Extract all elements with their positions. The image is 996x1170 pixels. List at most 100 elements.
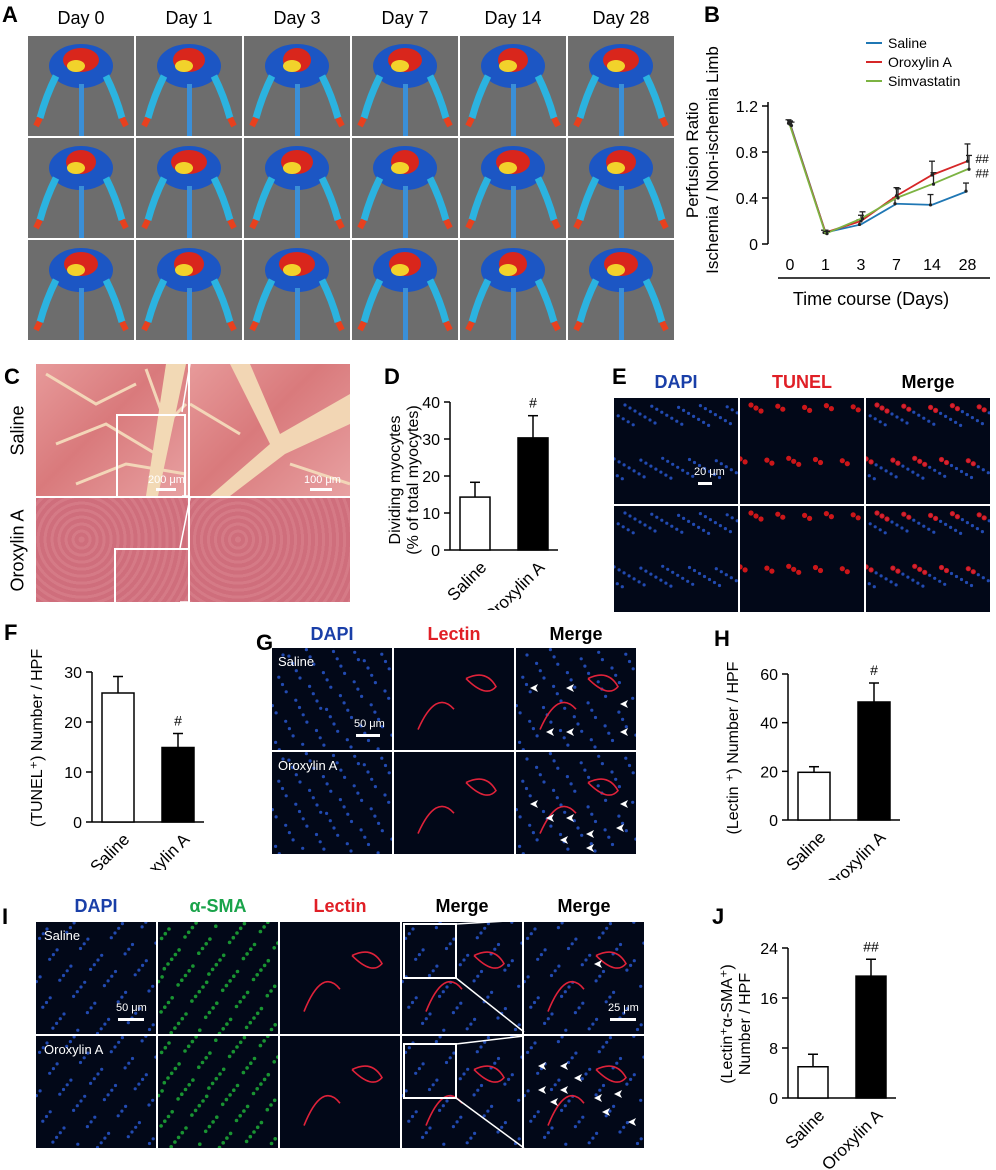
b-point bbox=[860, 217, 865, 221]
fluorescence-image bbox=[740, 398, 864, 504]
i-scale-text-2: 25 μm bbox=[608, 1002, 639, 1014]
perfusion-image bbox=[244, 138, 350, 238]
perfusion-image bbox=[28, 138, 134, 238]
arrowhead bbox=[614, 1090, 622, 1098]
arrowhead bbox=[620, 728, 628, 736]
ytick: 0 bbox=[769, 813, 778, 830]
ytick: 10 bbox=[422, 506, 440, 523]
perfusion-image bbox=[460, 240, 566, 340]
sig-mark: # bbox=[870, 662, 878, 678]
panel-h-label: H bbox=[714, 626, 730, 651]
panel-c-row-saline: Saline bbox=[7, 405, 28, 456]
fluorescence-image bbox=[740, 506, 864, 612]
ytick: 0 bbox=[769, 1091, 778, 1108]
panel-b-legend: Saline Oroxylin A Simvastatin bbox=[866, 35, 960, 89]
arrowhead bbox=[616, 824, 624, 832]
perfusion-image bbox=[244, 36, 350, 136]
i-col-1: α-SMA bbox=[189, 896, 247, 916]
arrowhead bbox=[602, 1108, 610, 1116]
e-scale-text: 20 μm bbox=[694, 466, 725, 478]
arrowhead bbox=[586, 830, 594, 838]
bar-saline bbox=[459, 496, 491, 551]
panel-h-chart: (Lectin ⁺) Number / HPF 0 20 40 60 SalineOro… bbox=[725, 661, 900, 880]
g-row-1: Oroxylin A bbox=[278, 758, 338, 773]
fluorescence-image bbox=[524, 922, 644, 1034]
fluorescence-image bbox=[158, 1036, 278, 1148]
ytick: 40 bbox=[422, 395, 440, 412]
arrowhead bbox=[560, 1062, 568, 1070]
perfusion-image bbox=[28, 36, 134, 136]
arrowhead bbox=[594, 1094, 602, 1102]
bar-saline bbox=[797, 1066, 829, 1099]
ytick: 16 bbox=[760, 991, 778, 1008]
b-ytick: 1.2 bbox=[736, 99, 758, 116]
bar-oroxylin-a bbox=[857, 701, 891, 821]
g-col-1: Lectin bbox=[427, 624, 481, 644]
fluorescence-image bbox=[614, 398, 738, 504]
g-row-0: Saline bbox=[278, 654, 315, 669]
sig-mark: ## bbox=[863, 938, 879, 954]
e-row-0: Saline bbox=[588, 426, 609, 477]
panel-d-chart: Dividing myocytes (% of total myocytes) … bbox=[387, 395, 558, 610]
series-line-2 bbox=[789, 125, 968, 235]
he-zoom-lines bbox=[179, 364, 191, 603]
fluorescence-image bbox=[402, 1036, 522, 1148]
i-row-1: Oroxylin A bbox=[44, 1042, 104, 1057]
e-col-2: Merge bbox=[901, 372, 955, 392]
fluorescence-image bbox=[272, 648, 392, 750]
b-point bbox=[928, 203, 933, 207]
arrowhead bbox=[530, 684, 538, 692]
day-header-5: Day 28 bbox=[592, 8, 650, 28]
arrowhead bbox=[560, 836, 568, 844]
arrowhead bbox=[628, 1118, 636, 1126]
xtick: Saline bbox=[782, 828, 829, 875]
perfusion-image bbox=[136, 36, 242, 136]
arrowhead bbox=[566, 728, 574, 736]
he-scale-200: 200 μm bbox=[148, 474, 185, 486]
arrowhead bbox=[620, 800, 628, 808]
perfusion-image bbox=[136, 138, 242, 238]
i-scale-bar-1 bbox=[118, 1018, 144, 1021]
fluorescence-image bbox=[866, 398, 990, 504]
i-col-0: DAPI bbox=[74, 896, 118, 916]
panel-f-ylabel: (TUNEL⁺) Number / HPF bbox=[29, 649, 46, 827]
bar-oroxylin-a bbox=[855, 975, 887, 1099]
perfusion-image bbox=[244, 240, 350, 340]
arrowhead bbox=[546, 728, 554, 736]
bar-oroxylin-a bbox=[517, 437, 549, 551]
fluorescence-image bbox=[866, 506, 990, 612]
b-ytick: 0.4 bbox=[736, 191, 758, 208]
panel-d-label: D bbox=[384, 364, 400, 389]
perfusion-image bbox=[352, 36, 458, 136]
panel-c-row-oroxylin: Oroxylin A bbox=[7, 509, 28, 592]
g-col-2: Merge bbox=[549, 624, 603, 644]
e-col-1: TUNEL bbox=[772, 372, 832, 392]
row-divider bbox=[28, 238, 674, 240]
panel-b-ylabel-1: Perfusion Ratio bbox=[683, 102, 702, 218]
perfusion-image bbox=[568, 36, 674, 136]
arrowhead bbox=[538, 1062, 546, 1070]
arrowhead bbox=[594, 960, 602, 968]
panel-g-label: G bbox=[256, 630, 274, 655]
panel-b-chart: Saline Oroxylin A Simvastatin 0 0.4 0.8 1.2… bbox=[683, 35, 990, 309]
ytick: 24 bbox=[760, 941, 778, 958]
day-header-1: Day 1 bbox=[165, 8, 213, 28]
fluorescence-image bbox=[394, 648, 514, 750]
ytick: 20 bbox=[64, 715, 82, 732]
arrowhead bbox=[574, 1074, 582, 1082]
arrowhead bbox=[538, 1086, 546, 1094]
b-xtick: 28 bbox=[959, 257, 977, 274]
panel-b-label: B bbox=[704, 2, 720, 27]
he-scale-100: 100 μm bbox=[304, 474, 341, 486]
he-image-saline-high: 100 μm bbox=[190, 364, 350, 496]
panel-c-label: C bbox=[4, 364, 20, 389]
panel-i-label: I bbox=[2, 904, 9, 929]
bar-saline bbox=[797, 771, 831, 821]
panel-f-label: F bbox=[4, 620, 18, 645]
fluorescence-image bbox=[36, 922, 156, 1034]
fluorescence-image bbox=[280, 922, 400, 1034]
b-xtick: 7 bbox=[892, 257, 901, 274]
ytick: 20 bbox=[422, 469, 440, 486]
panel-j-ylabel-2: Number / HPF bbox=[737, 973, 754, 1075]
b-point bbox=[964, 189, 968, 193]
